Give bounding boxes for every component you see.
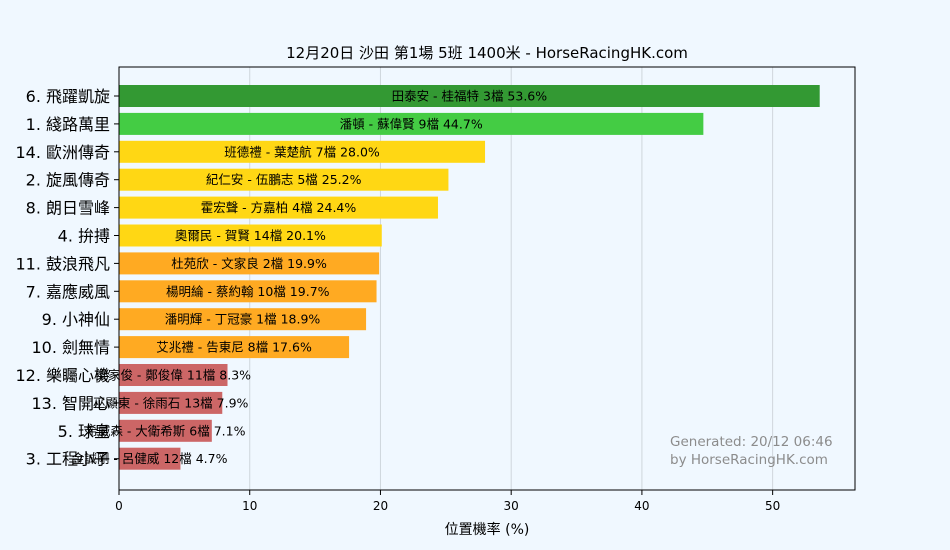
bar-labels: 田泰安 - 桂福特 3檔 53.6% 潘頓 - 蘇偉賢 9檔 44.7% 班德禮 -… xyxy=(72,89,547,467)
bar-label: 楊明綸 - 蔡約翰 10檔 19.7% xyxy=(166,284,330,299)
y-category-label: 10. 劍無情 xyxy=(31,338,110,357)
y-category-label: 14. 歐洲傳奇 xyxy=(15,143,110,162)
y-category-label: 8. 朗日雪峰 xyxy=(26,199,110,218)
bar xyxy=(119,224,382,247)
bar-label: 巫顯東 - 徐雨石 13檔 7.9% xyxy=(93,395,249,410)
bar xyxy=(119,419,212,442)
bar-label: 杜苑欣 - 文家良 2檔 19.9% xyxy=(171,256,327,271)
bar xyxy=(119,140,486,163)
bars xyxy=(119,85,820,470)
bar-label: 霍宏聲 - 方嘉柏 4檔 24.4% xyxy=(201,200,357,215)
x-axis-label: 位置機率 (%) xyxy=(445,521,530,538)
bar-label: 希威森 - 大衛希斯 6檔 7.1% xyxy=(85,423,245,438)
y-category-label: 11. 鼓浪飛凡 xyxy=(15,254,110,273)
bar xyxy=(119,336,350,359)
bar xyxy=(119,252,380,275)
bar-label: 奧爾民 - 賀賢 14檔 20.1% xyxy=(175,228,326,243)
bar-label: 紀仁安 - 伍鵬志 5檔 25.2% xyxy=(206,172,362,187)
bar xyxy=(119,280,377,303)
y-category-label: 5. 球皇 xyxy=(58,422,110,441)
bar xyxy=(119,168,449,191)
watermark-line-1: Generated: 20/12 06:46 xyxy=(670,434,833,450)
plot-frame xyxy=(118,66,856,491)
y-category-label: 2. 旋風傳奇 xyxy=(26,171,110,190)
bar xyxy=(119,112,704,135)
bar-label: 班德禮 - 葉楚航 7檔 28.0% xyxy=(224,144,380,159)
bar-label: 艾兆禮 - 告東尼 8檔 17.6% xyxy=(156,340,312,355)
y-category-label: 7. 嘉應威風 xyxy=(26,282,110,301)
bar xyxy=(119,308,367,331)
x-tick-label: 0 xyxy=(115,499,123,513)
bar-label: 潘頓 - 蘇偉賢 9檔 44.7% xyxy=(340,116,483,131)
bar-label: 金誠剛 - 呂健威 12檔 4.7% xyxy=(72,451,228,466)
y-category-label: 9. 小神仙 xyxy=(42,310,110,329)
bar-label: 潘明輝 - 丁冠豪 1檔 18.9% xyxy=(165,312,321,327)
y-axis-labels: 6. 飛躍凱旋 1. 綫路萬里 14. 歐洲傳奇 2. 旋風傳奇 8. 朗日雪峰 4. 拚… xyxy=(15,87,119,469)
x-axis-ticks: 0 10 20 30 40 50 xyxy=(115,490,780,513)
x-tick-label: 50 xyxy=(765,499,780,513)
bar xyxy=(119,196,438,219)
x-tick-label: 40 xyxy=(634,499,649,513)
bar xyxy=(119,85,820,107)
bar xyxy=(119,447,181,470)
bar xyxy=(119,391,223,414)
x-tick-label: 30 xyxy=(504,499,519,513)
y-category-label: 13. 智開心 xyxy=(31,394,110,413)
watermark-line-2: by HorseRacingHK.com xyxy=(670,452,828,468)
chart-title: 12月20日 沙田 第1場 5班 1400米 - HorseRacingHK.c… xyxy=(286,44,688,62)
y-category-label: 4. 拚搏 xyxy=(58,227,110,246)
y-category-label: 6. 飛躍凱旋 xyxy=(26,87,110,106)
x-tick-label: 20 xyxy=(373,499,388,513)
y-category-label: 3. 工程小子 xyxy=(26,450,110,469)
x-tick-label: 10 xyxy=(242,499,257,513)
bar xyxy=(119,364,228,386)
bar-label: 梁家俊 - 鄭俊偉 11檔 8.3% xyxy=(95,368,251,383)
bar-label: 田泰安 - 桂福特 3檔 53.6% xyxy=(392,89,548,104)
y-category-label: 12. 樂矚心機 xyxy=(15,366,110,385)
y-category-label: 1. 綫路萬里 xyxy=(26,115,110,134)
